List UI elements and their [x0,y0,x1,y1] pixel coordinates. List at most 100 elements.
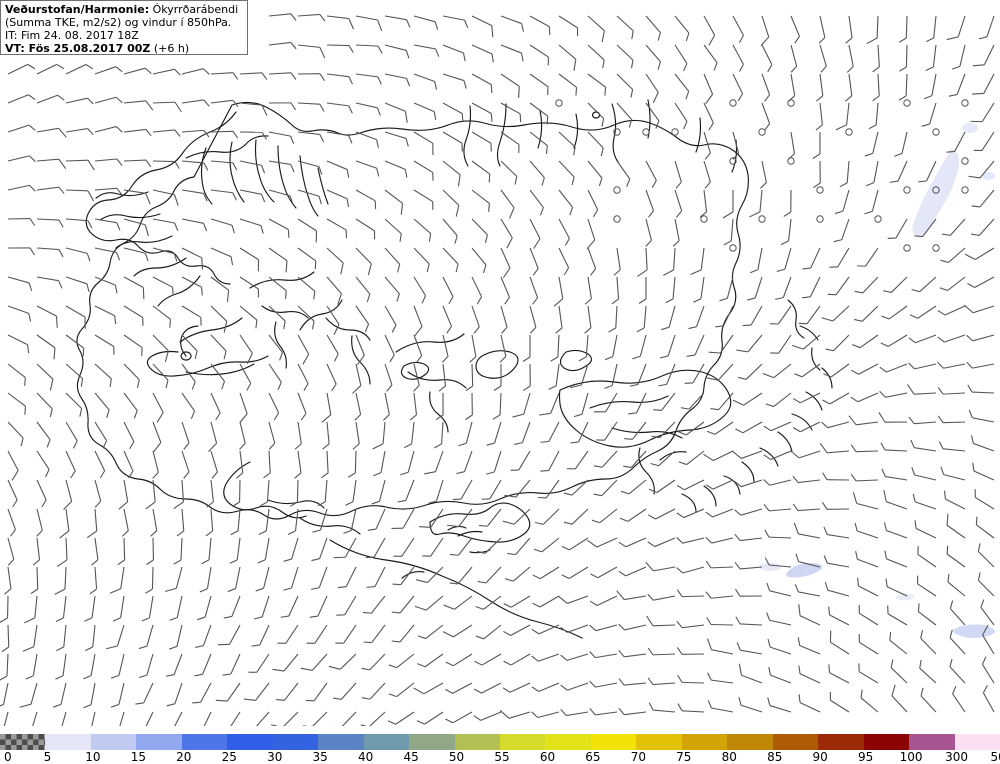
wind-barb [937,299,966,318]
wind-barb [438,131,467,152]
colorbar-segment-90-95 [818,734,864,750]
wind-barb [410,102,439,121]
wind-barb [705,616,734,626]
tke-colorbar[interactable] [0,734,1000,750]
colorbar-tick-70: 70 [630,750,646,764]
wind-barb [238,160,267,174]
wind-barb [561,531,589,553]
wind-barb [261,421,277,450]
wind-barb [763,529,792,539]
wind-barb [765,666,795,684]
calm-wind-circle [613,186,621,194]
calm-wind-circle [961,99,969,107]
wind-barb [898,73,908,102]
wind-barb [134,708,154,726]
wind-barb [455,448,473,477]
wind-barb [639,102,663,130]
wind-barb [134,679,154,708]
wind-barb [492,189,519,220]
wind-barb [705,473,734,492]
wind-barb [522,363,531,392]
wind-barb [610,160,633,188]
wind-barb [692,275,705,304]
wind-barb [908,356,937,371]
wind-barb [569,360,589,392]
calm-wind-circle [932,244,940,252]
wind-barb [280,592,299,621]
wind-barb [941,213,966,240]
wind-barb [210,71,239,82]
wind-barb [824,630,855,655]
wind-barb [980,684,1000,713]
wind-barb [821,472,850,481]
wind-barb [292,305,318,330]
wind-barb [616,585,647,602]
wind-barb [742,301,763,330]
wind-barb [443,587,473,614]
wind-barb [909,299,937,322]
wind-barb [762,355,792,382]
wind-barb [181,98,210,111]
wind-barb [176,334,201,360]
wind-barb [383,15,412,28]
wind-barb [468,102,496,123]
wind-barb [704,638,736,655]
wind-barb [857,689,884,713]
colorbar-segment-75-80 [681,734,728,750]
wind-barb [297,73,326,82]
wind-barb [230,392,250,424]
wind-barb [151,218,180,232]
wind-barb [503,473,531,503]
colorbar-area: 0 5 10 15 20 25 30 35 40 45 50 55 60 65 70 75 80 85 90 95 10… [0,726,1000,764]
wind-barb [442,616,473,641]
wind-barb [234,305,261,329]
wind-barb [30,479,49,508]
wind-barb [686,331,705,360]
wind-barb [253,593,270,622]
wind-barb [638,189,656,218]
wind-barb [310,563,328,593]
wind-barb [882,577,911,597]
wind-barb [755,44,775,73]
wind-barb [946,658,971,684]
wind-barb [413,673,444,698]
wind-barb [480,475,502,504]
wind-barb [262,363,285,391]
wind-barb [123,159,152,169]
wind-barb [793,583,822,597]
colorbar-tick-40: 40 [357,750,374,764]
wind-barb [531,704,560,720]
wind-barb [765,638,794,655]
colorbar-segment-5-10 [45,734,91,750]
legend-model-label: Veðurstofan/Harmonie: [5,3,150,16]
wind-barb [36,61,65,81]
wind-barb [723,217,734,246]
wind-barb [669,15,693,42]
wind-barb [939,242,966,267]
wind-barb [887,214,908,243]
wind-barb [316,392,333,423]
wind-barb [123,128,152,140]
wind-barb [870,73,881,102]
wind-barb [783,189,792,218]
wind-barb [234,247,265,272]
wind-barb [848,411,879,427]
wind-barb [391,590,415,617]
wind-barb [746,274,763,303]
colorbar-tick-25: 25 [221,750,237,764]
wind-barb [676,588,705,598]
map-canvas[interactable]: Veðurstofan/Harmonie: Ókyrrðarábendi (Su… [0,0,1000,726]
wind-barb [205,334,230,360]
wind-barb [1,479,20,508]
wind-barb [109,564,125,596]
wind-barb [258,507,270,536]
calm-wind-circle [903,244,911,252]
wind-barb [152,129,181,140]
wind-barb [812,73,824,102]
wind-barb [943,573,970,597]
wind-barb [473,676,502,696]
forecast-info-box: Veðurstofan/Harmonie: Ókyrrðarábendi (Su… [0,0,248,55]
wind-barb [783,73,797,102]
wind-barb [841,15,854,44]
wind-barb [879,356,908,375]
